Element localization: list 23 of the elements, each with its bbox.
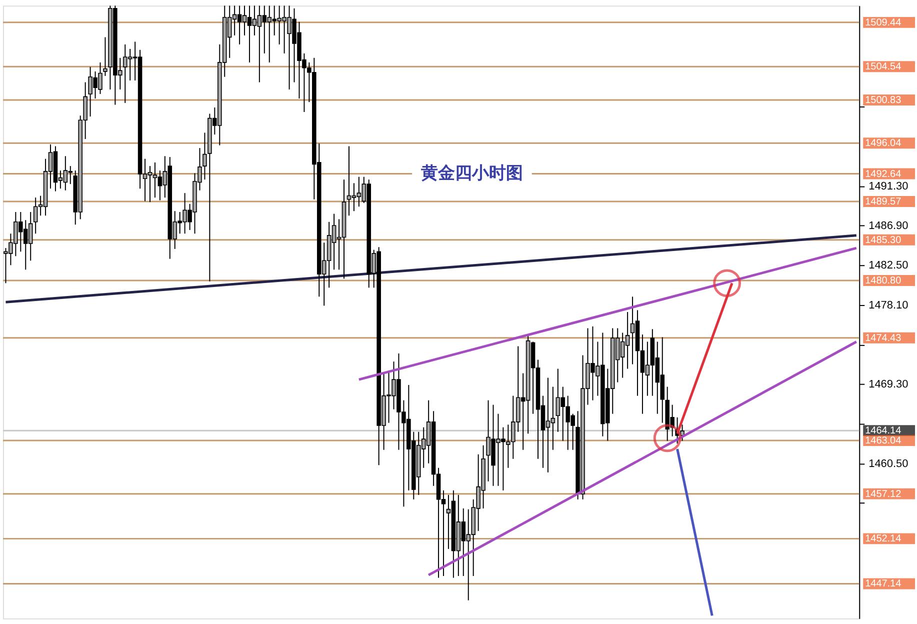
ref-line-label: 1464.14 xyxy=(865,426,902,437)
ref-line-label: 1489.57 xyxy=(865,196,902,208)
y-tick-label: 1478.10 xyxy=(868,299,908,312)
ref-line-label: 1463.04 xyxy=(865,435,902,446)
y-tick-label: 1491.30 xyxy=(868,180,908,192)
ref-line-label: 1509.44 xyxy=(865,17,902,28)
ref-line-label: 1447.14 xyxy=(865,578,902,590)
ref-line-label: 1474.43 xyxy=(865,332,902,344)
y-tick-label: 1482.50 xyxy=(868,260,908,272)
ref-line-label: 1480.80 xyxy=(865,275,902,286)
ref-line-label: 1452.14 xyxy=(865,534,902,545)
candlestick xyxy=(103,36,108,76)
ref-line-label: 1457.12 xyxy=(865,488,902,500)
text: 黄金四小时图 xyxy=(420,162,523,182)
ref-line-label: 1485.30 xyxy=(865,234,902,246)
ref-line-label: 1504.54 xyxy=(865,62,902,73)
y-tick-label: 1469.30 xyxy=(868,378,908,391)
ref-line-label: 1496.04 xyxy=(865,138,902,150)
ref-line-label: 1492.64 xyxy=(865,168,902,180)
y-tick-label: 1460.50 xyxy=(868,458,908,470)
ref-line-label: 1500.83 xyxy=(865,94,902,106)
candlestick xyxy=(202,132,207,180)
y-tick-label: 1486.90 xyxy=(868,220,908,232)
